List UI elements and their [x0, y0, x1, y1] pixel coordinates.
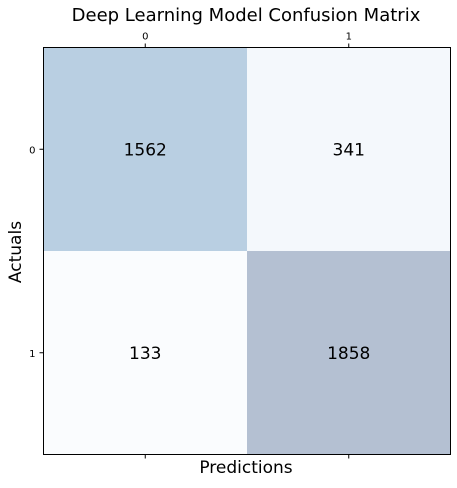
- heatmap-cell-1-1: [247, 251, 451, 455]
- axis-ticks: 0 1 0 1: [29, 32, 352, 459]
- x-tick-label-1: 1: [346, 32, 352, 43]
- y-tick-label-0: 0: [29, 145, 35, 156]
- chart-title: Deep Learning Model Confusion Matrix: [72, 5, 421, 26]
- y-axis-label: Actuals: [6, 221, 26, 283]
- heatmap-cell-0-0: [43, 47, 247, 251]
- cell-value-0-0: 1562: [124, 140, 167, 160]
- cell-value-1-1: 1858: [327, 344, 370, 364]
- y-tick-label-1: 1: [29, 349, 35, 360]
- heatmap-cells: 1562 341 133 1858: [43, 47, 451, 455]
- heatmap-cell-0-1: [247, 47, 451, 251]
- x-axis-label: Predictions: [199, 458, 292, 478]
- x-tick-label-0: 0: [142, 32, 148, 43]
- cell-value-0-1: 341: [333, 140, 365, 160]
- plot-frame: [43, 47, 451, 455]
- cell-value-1-0: 133: [129, 344, 161, 364]
- heatmap-cell-1-0: [43, 251, 247, 455]
